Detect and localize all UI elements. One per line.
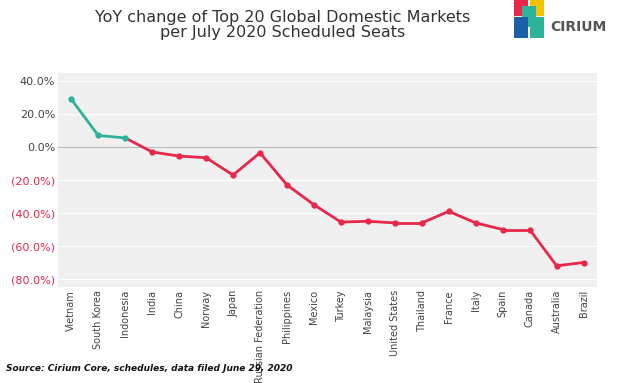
- Text: Source: Cirium Core, schedules, data filed June 29, 2020: Source: Cirium Core, schedules, data fil…: [6, 364, 293, 373]
- Text: YoY change of Top 20 Global Domestic Markets: YoY change of Top 20 Global Domestic Mar…: [95, 10, 470, 25]
- Text: CIRIUM: CIRIUM: [550, 20, 607, 34]
- Text: per July 2020 Scheduled Seats: per July 2020 Scheduled Seats: [160, 25, 405, 40]
